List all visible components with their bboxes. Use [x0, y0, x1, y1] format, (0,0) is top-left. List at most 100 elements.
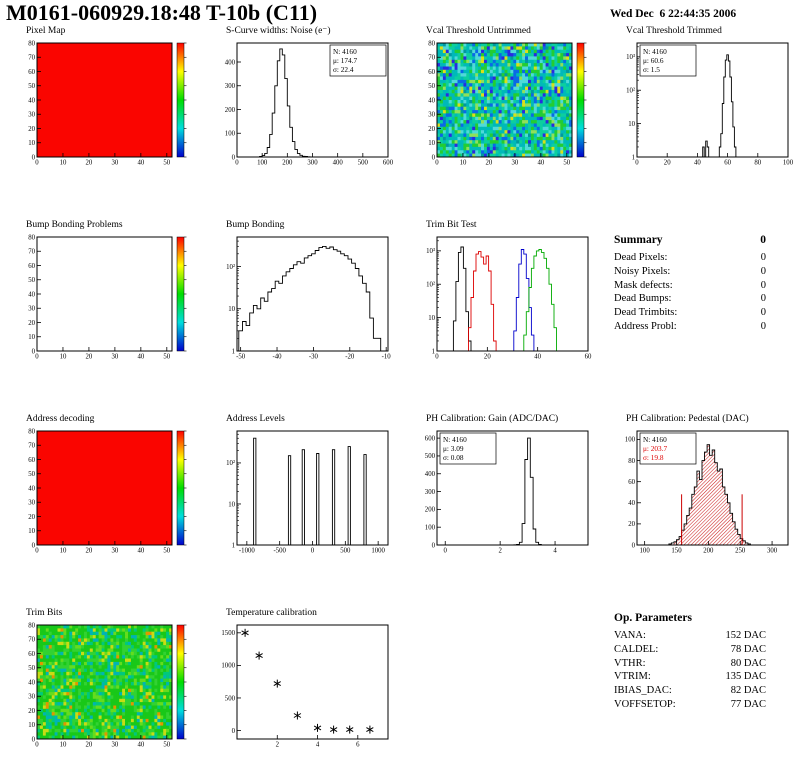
svg-text:30: 30 [111, 548, 118, 555]
svg-text:80: 80 [28, 622, 35, 629]
svg-text:0: 0 [432, 154, 436, 161]
op-parameter-label: CALDEL: [614, 643, 659, 655]
svg-text:N: 4160: N: 4160 [643, 435, 667, 444]
svg-text:70: 70 [28, 637, 35, 644]
svg-text:400: 400 [225, 59, 236, 66]
svg-text:50: 50 [563, 160, 570, 167]
summary-row: Noisy Pixels: 0 [614, 265, 766, 279]
plot-title: Trim Bits [26, 608, 63, 618]
svg-text:-20: -20 [345, 354, 355, 361]
svg-text:60: 60 [28, 263, 35, 270]
summary-row: Address Probl: 0 [614, 320, 766, 334]
svg-text:40: 40 [28, 291, 35, 298]
svg-text:30: 30 [28, 112, 35, 119]
plot-title: Pixel Map [26, 26, 66, 36]
summary-row-value: 0 [760, 320, 766, 332]
svg-text:300: 300 [425, 489, 436, 496]
svg-text:80: 80 [754, 160, 761, 167]
bump-bonding-chart: -50 -40 -30 -20 -10 1 10 10² [226, 236, 392, 361]
svg-text:60: 60 [628, 479, 635, 486]
svg-text:20: 20 [86, 548, 93, 555]
svg-text:10: 10 [60, 160, 67, 167]
svg-text:1: 1 [632, 154, 635, 161]
svg-text:30: 30 [111, 354, 118, 361]
op-parameter-value: 135 DAC [725, 671, 766, 683]
plot-title: PH Calibration: Pedestal (DAC) [626, 414, 749, 424]
svg-text:100: 100 [425, 524, 436, 531]
plot-scurve-noise: S-Curve widths: Noise (e⁻) 0 100 200 300 400… [208, 26, 404, 172]
timestamp: Wed Dec 6 22:44:35 2006 [610, 8, 737, 20]
svg-text:60: 60 [28, 651, 35, 658]
address-decoding-chart: 0 10 20 30 40 50 0 10 20 30 40 50 60 70 80 [28, 428, 187, 555]
svg-text:70: 70 [28, 55, 35, 62]
svg-text:400: 400 [333, 160, 344, 167]
svg-text:30: 30 [28, 306, 35, 313]
svg-text:10²: 10² [226, 460, 235, 467]
op-parameter-label: IBIAS_DAC: [614, 685, 672, 697]
svg-text:60: 60 [724, 160, 731, 167]
svg-text:σ: 22.4: σ: 22.4 [333, 65, 354, 74]
svg-text:10: 10 [428, 315, 435, 322]
svg-text:2: 2 [276, 742, 280, 749]
bump-bonding-problems-chart: 0 10 20 30 40 50 0 10 20 30 40 50 60 70 80 [28, 234, 187, 361]
svg-text:500: 500 [425, 453, 436, 460]
svg-text:40: 40 [137, 548, 144, 555]
svg-text:40: 40 [694, 160, 701, 167]
svg-text:40: 40 [628, 500, 635, 507]
trim-bit-test-chart: 0 20 40 60 1 10 10² 10³ [426, 236, 592, 361]
svg-text:40: 40 [137, 354, 144, 361]
svg-text:80: 80 [428, 40, 435, 47]
svg-text:10²: 10² [626, 88, 635, 95]
svg-text:σ: 1.5: σ: 1.5 [643, 65, 660, 74]
svg-text:200: 200 [703, 548, 714, 555]
svg-text:0: 0 [311, 548, 315, 555]
svg-text:20: 20 [86, 354, 93, 361]
summary-title: Summary [614, 234, 663, 246]
svg-text:0: 0 [35, 160, 39, 167]
svg-text:150: 150 [671, 548, 682, 555]
svg-text:600: 600 [425, 435, 436, 442]
plot-trim-bit-test: Trim Bit Test 0 20 40 60 1 10 10² 10³ [408, 220, 604, 366]
svg-text:60: 60 [585, 354, 592, 361]
op-parameter-label: VTRIM: [614, 671, 651, 683]
op-parameter-row: VTHR: 80 DAC [614, 657, 766, 671]
svg-text:70: 70 [28, 249, 35, 256]
svg-text:40: 40 [28, 485, 35, 492]
plot-title: Trim Bit Test [426, 220, 477, 230]
svg-text:30: 30 [28, 694, 35, 701]
svg-text:σ: 0.08: σ: 0.08 [443, 453, 464, 462]
svg-text:0: 0 [32, 542, 36, 549]
svg-text:80: 80 [28, 234, 35, 241]
summary-row: Dead Bumps: 0 [614, 292, 766, 306]
summary-row-value: 0 [760, 265, 766, 277]
svg-text:-10: -10 [382, 354, 392, 361]
svg-text:80: 80 [628, 458, 635, 465]
svg-text:100: 100 [625, 437, 636, 444]
svg-text:40: 40 [534, 354, 541, 361]
svg-text:1: 1 [432, 348, 435, 355]
svg-text:1: 1 [232, 542, 235, 549]
svg-text:100: 100 [225, 131, 236, 138]
summary-panel: Summary 0 Dead Pixels: 0 Noisy Pixels: 0… [614, 234, 766, 334]
svg-text:500: 500 [340, 548, 351, 555]
svg-text:40: 40 [137, 160, 144, 167]
svg-text:1: 1 [232, 348, 235, 355]
plot-bump-bonding: Bump Bonding -50 -40 -30 -20 -10 1 10 10² [208, 220, 404, 366]
svg-text:10: 10 [228, 306, 235, 313]
plot-address-levels: Address Levels -1000 -500 0 500 1000 1 10 10² [208, 414, 404, 560]
svg-text:-500: -500 [273, 548, 286, 555]
summary-row-label: Mask defects: [614, 279, 673, 291]
plot-temperature-calibration: Temperature calibration 2 4 6 0 500 1000 1500 [208, 608, 404, 754]
summary-row: Mask defects: 0 [614, 279, 766, 293]
trim-bits-chart: 0 10 20 30 40 50 0 10 20 30 40 50 60 70 80 [28, 622, 187, 749]
svg-text:200: 200 [225, 107, 236, 114]
vcal-untrimmed-chart: 0 10 20 30 40 50 0 10 20 30 40 50 60 70 80 [428, 40, 587, 167]
plot-vcal-trimmed: Vcal Threshold Trimmed 0 20 40 60 80 100 1 10 10… [608, 26, 796, 172]
plot-title: Vcal Threshold Trimmed [626, 26, 722, 36]
scurve-noise-chart: 0 100 200 300 400 500 600 0 100 200 300 400 N: 4160μ… [225, 42, 394, 167]
svg-text:4: 4 [316, 742, 320, 749]
svg-text:0: 0 [32, 736, 36, 743]
plot-title: Bump Bonding [226, 220, 285, 230]
